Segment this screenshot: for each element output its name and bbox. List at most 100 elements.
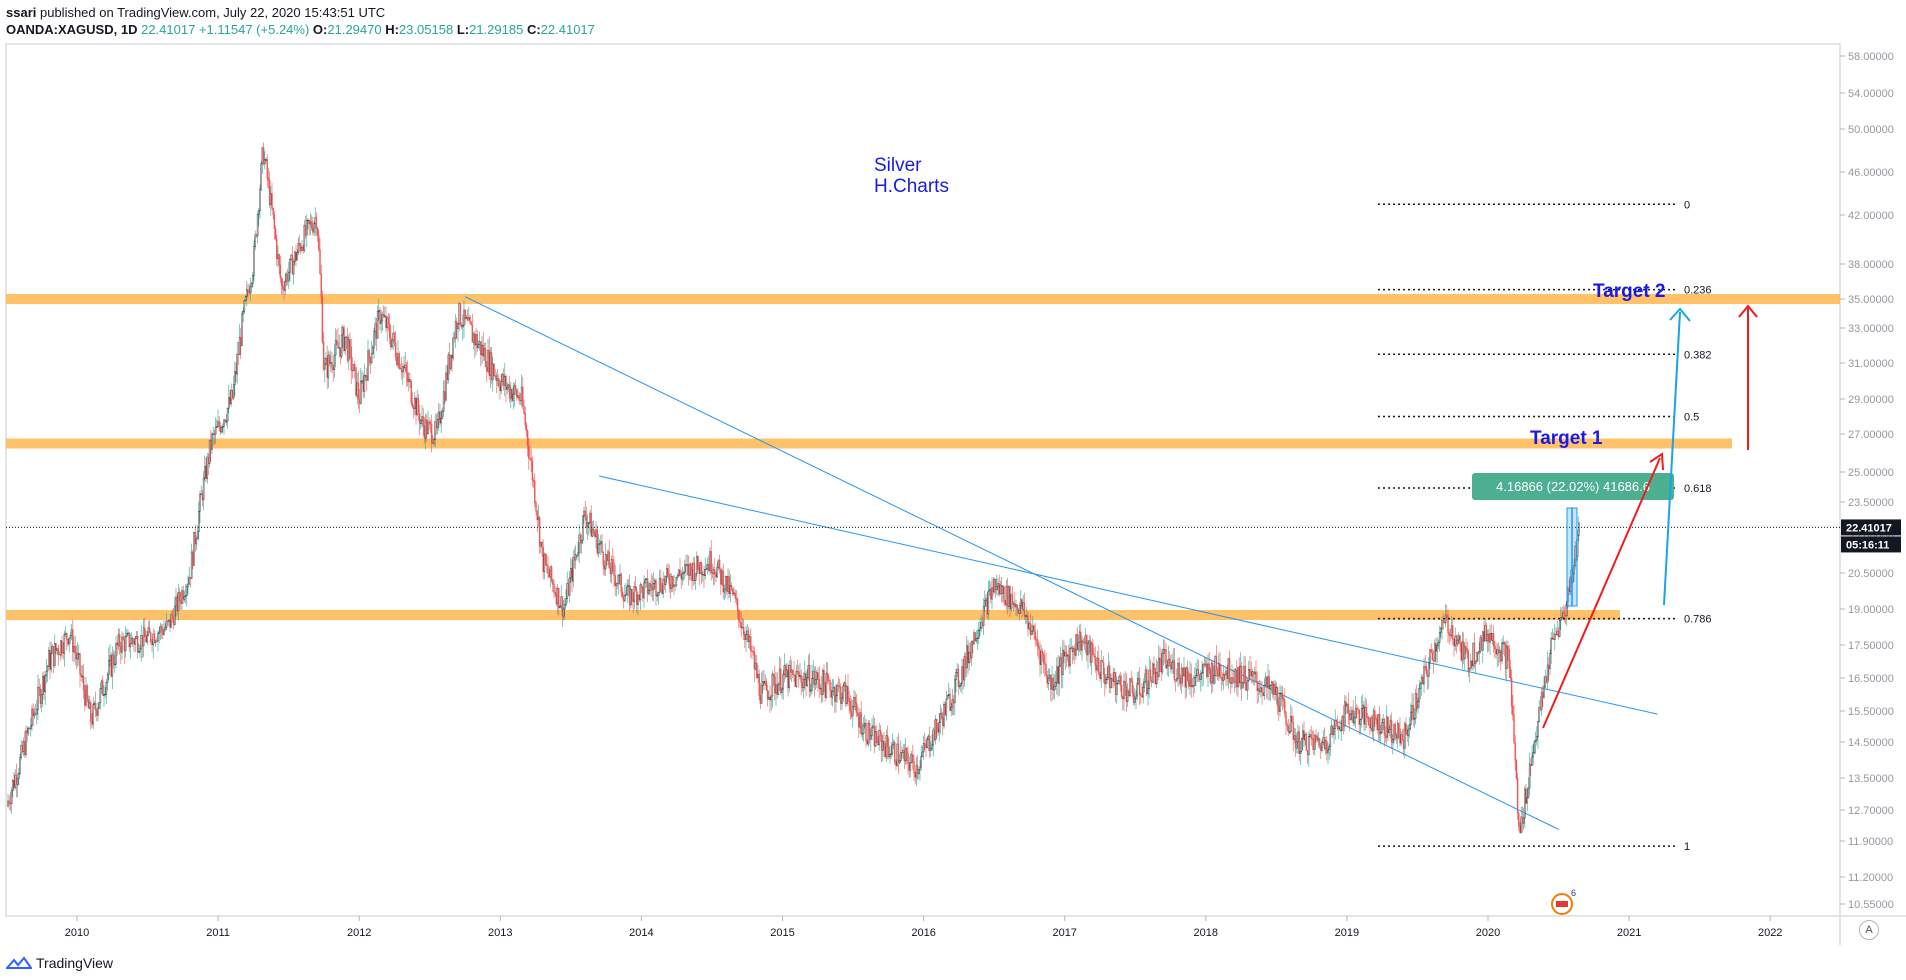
- candle-body: [1197, 669, 1200, 675]
- candle-body: [889, 754, 891, 758]
- candle-body: [1404, 723, 1406, 749]
- candle-body: [985, 598, 987, 601]
- candle-body: [558, 588, 560, 609]
- candle-body: [246, 289, 248, 297]
- candle-body: [1302, 730, 1304, 739]
- time-tick-label: 2016: [911, 927, 935, 939]
- candle-body: [636, 590, 638, 605]
- candle-body: [1366, 716, 1369, 718]
- candle-body: [706, 564, 709, 570]
- auto-scale-button[interactable]: A: [1859, 920, 1879, 940]
- time-tick-label: 2017: [1052, 927, 1076, 939]
- candle-body: [200, 493, 202, 495]
- candle-body: [1512, 705, 1514, 716]
- candle-body: [540, 541, 542, 547]
- candle-body: [596, 529, 598, 554]
- price-axis[interactable]: 10.55000 11.20000 11.90000 12.70000 13.50000…: [1840, 51, 1901, 911]
- tradingview-logo-icon[interactable]: [6, 956, 32, 970]
- candle-body: [1568, 588, 1570, 592]
- candle-body: [1370, 717, 1372, 729]
- candle-body: [1162, 648, 1165, 654]
- candle-body: [728, 576, 730, 595]
- candle-body: [235, 371, 237, 375]
- symbol-label[interactable]: OANDA:XAGUSD, 1D: [6, 22, 138, 37]
- time-tick-label: 2019: [1335, 927, 1359, 939]
- candle-body: [1072, 648, 1075, 652]
- candle-body: [195, 538, 198, 545]
- candle-body: [375, 323, 378, 339]
- candle-body: [1449, 634, 1452, 637]
- candle-body: [897, 743, 900, 764]
- candle-body: [1356, 707, 1358, 710]
- candle-body: [378, 310, 380, 312]
- candle-body: [543, 554, 546, 573]
- candle-body: [404, 364, 406, 369]
- candle-body: [229, 397, 231, 404]
- candle-body: [82, 675, 85, 690]
- event-flag-icon[interactable]: 6: [1551, 888, 1576, 915]
- candle-body: [733, 592, 735, 595]
- candle-body: [1410, 711, 1412, 725]
- candle-body: [715, 574, 717, 578]
- candle-body: [265, 159, 267, 161]
- candle-body: [546, 564, 548, 566]
- brand-label[interactable]: TradingView: [36, 955, 114, 971]
- candle-body: [60, 640, 62, 656]
- candle-body: [276, 238, 278, 259]
- candle-body: [156, 640, 158, 642]
- candle-body: [1314, 735, 1316, 750]
- candle-body: [1266, 676, 1268, 688]
- candle-body: [704, 569, 706, 577]
- candle-body: [554, 591, 556, 595]
- open-label: O:: [312, 22, 328, 37]
- candle-body: [1344, 701, 1346, 727]
- candle-body: [918, 769, 920, 775]
- candle-body: [672, 576, 674, 587]
- candle-body: [1274, 684, 1276, 695]
- publisher-name[interactable]: ssari: [6, 5, 37, 20]
- candle-body: [1269, 685, 1272, 689]
- candle-body: [555, 593, 558, 605]
- candle-body: [1556, 630, 1558, 635]
- candle-body: [1496, 649, 1498, 655]
- candle-body: [747, 630, 750, 642]
- candle-body: [1436, 644, 1438, 652]
- candle-body: [1359, 719, 1362, 725]
- candle-body: [736, 599, 739, 611]
- candle-body: [292, 261, 295, 275]
- candle-body: [459, 303, 462, 325]
- candle-body: [639, 584, 642, 601]
- candle-body: [1459, 635, 1461, 645]
- candle-body: [774, 676, 776, 694]
- candle-body: [1393, 724, 1395, 740]
- candle-body: [1239, 665, 1242, 684]
- candle-body: [986, 598, 988, 615]
- candle-body: [255, 234, 258, 237]
- candle-body: [1298, 731, 1300, 754]
- candle-body: [33, 712, 36, 717]
- candle-body: [757, 674, 759, 678]
- candle-body: [386, 317, 388, 329]
- candle-body: [676, 575, 679, 578]
- candle-body: [868, 723, 871, 740]
- candle-body: [909, 762, 912, 771]
- candle-body: [960, 682, 962, 687]
- candle-body: [968, 651, 970, 664]
- candle-body: [1347, 704, 1350, 714]
- candle-body: [616, 583, 619, 585]
- measure-box[interactable]: [1472, 473, 1674, 500]
- candle-body: [1077, 642, 1080, 650]
- candle-body: [700, 562, 703, 575]
- candle-body: [8, 800, 10, 804]
- candle-body: [1051, 678, 1053, 690]
- candle-body: [942, 717, 944, 727]
- candle-body: [663, 578, 666, 586]
- candle-body: [223, 419, 225, 427]
- candle-body: [279, 264, 282, 279]
- candle-body: [1063, 650, 1065, 657]
- time-axis[interactable]: 2010 2011 2012 2013 2014 2015 2016 2017 2018 2019…: [65, 916, 1783, 939]
- candle-body: [784, 665, 787, 677]
- candle-body: [72, 629, 74, 653]
- candle-body: [759, 695, 762, 704]
